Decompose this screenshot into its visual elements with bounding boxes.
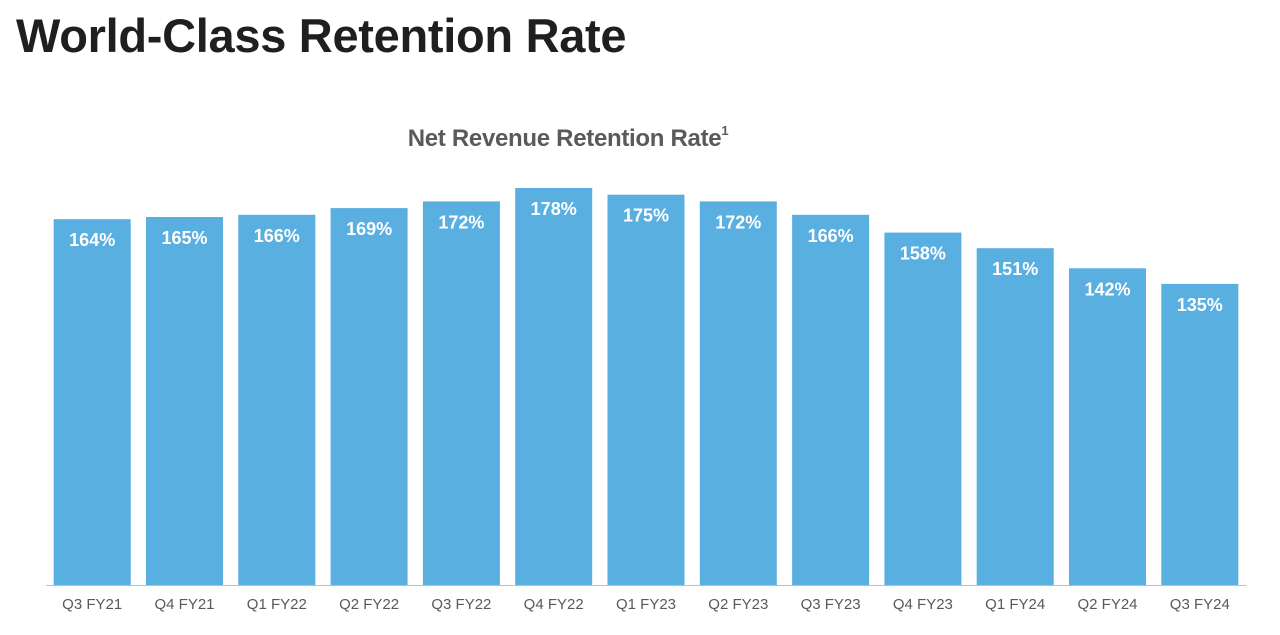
x-tick-label: Q3 FY21	[62, 596, 122, 613]
bar-q3-fy21	[53, 219, 131, 585]
bar-q3-fy24	[1161, 283, 1239, 585]
data-label: 142%	[1084, 279, 1130, 299]
data-label: 172%	[715, 212, 761, 232]
bar-q2-fy24	[1069, 268, 1146, 585]
bar-q4-fy23	[884, 232, 962, 585]
data-label: 165%	[161, 228, 207, 248]
chart-title-text: Net Revenue Retention Rate	[407, 125, 722, 152]
footnote-marker: 1	[721, 123, 729, 138]
bar-q3-fy23	[792, 214, 870, 586]
x-tick-label: Q1 FY24	[985, 596, 1045, 613]
data-label: 151%	[992, 259, 1038, 279]
data-label: 172%	[438, 212, 484, 232]
x-tick-label: Q1 FY22	[247, 596, 307, 613]
bar-q4-fy22	[515, 188, 593, 585]
x-tick-label: Q2 FY22	[339, 596, 399, 613]
chart-title: Net Revenue Retention Rate1	[0, 116, 1136, 156]
bar-q3-fy22	[422, 201, 500, 585]
data-label: 166%	[808, 226, 854, 246]
x-tick-label: Q3 FY22	[431, 596, 491, 613]
data-label: 135%	[1177, 295, 1223, 315]
bar-q1-fy22	[238, 214, 316, 586]
x-tick-label: Q2 FY24	[1077, 596, 1137, 613]
bar-q2-fy22	[330, 208, 408, 585]
data-label: 158%	[900, 244, 946, 264]
x-tick-label: Q2 FY23	[708, 596, 768, 613]
x-tick-label: Q4 FY23	[893, 596, 953, 613]
data-label: 166%	[254, 226, 300, 246]
x-tick-label: Q4 FY22	[524, 596, 584, 613]
data-label: 175%	[623, 206, 669, 226]
bar-q1-fy23	[607, 194, 685, 585]
x-tick-label: Q4 FY21	[154, 596, 214, 613]
page-title: World-Class Retention Rate	[16, 9, 627, 62]
bar-q4-fy21	[146, 217, 223, 585]
data-label: 178%	[531, 199, 577, 219]
x-tick-label: Q3 FY24	[1170, 596, 1230, 613]
data-label: 169%	[346, 219, 392, 239]
bar-q2-fy23	[699, 201, 777, 585]
x-tick-label: Q1 FY23	[616, 596, 676, 613]
x-tick-label: Q3 FY23	[801, 596, 861, 613]
data-label: 164%	[69, 230, 115, 250]
bar-q1-fy24	[976, 248, 1054, 585]
